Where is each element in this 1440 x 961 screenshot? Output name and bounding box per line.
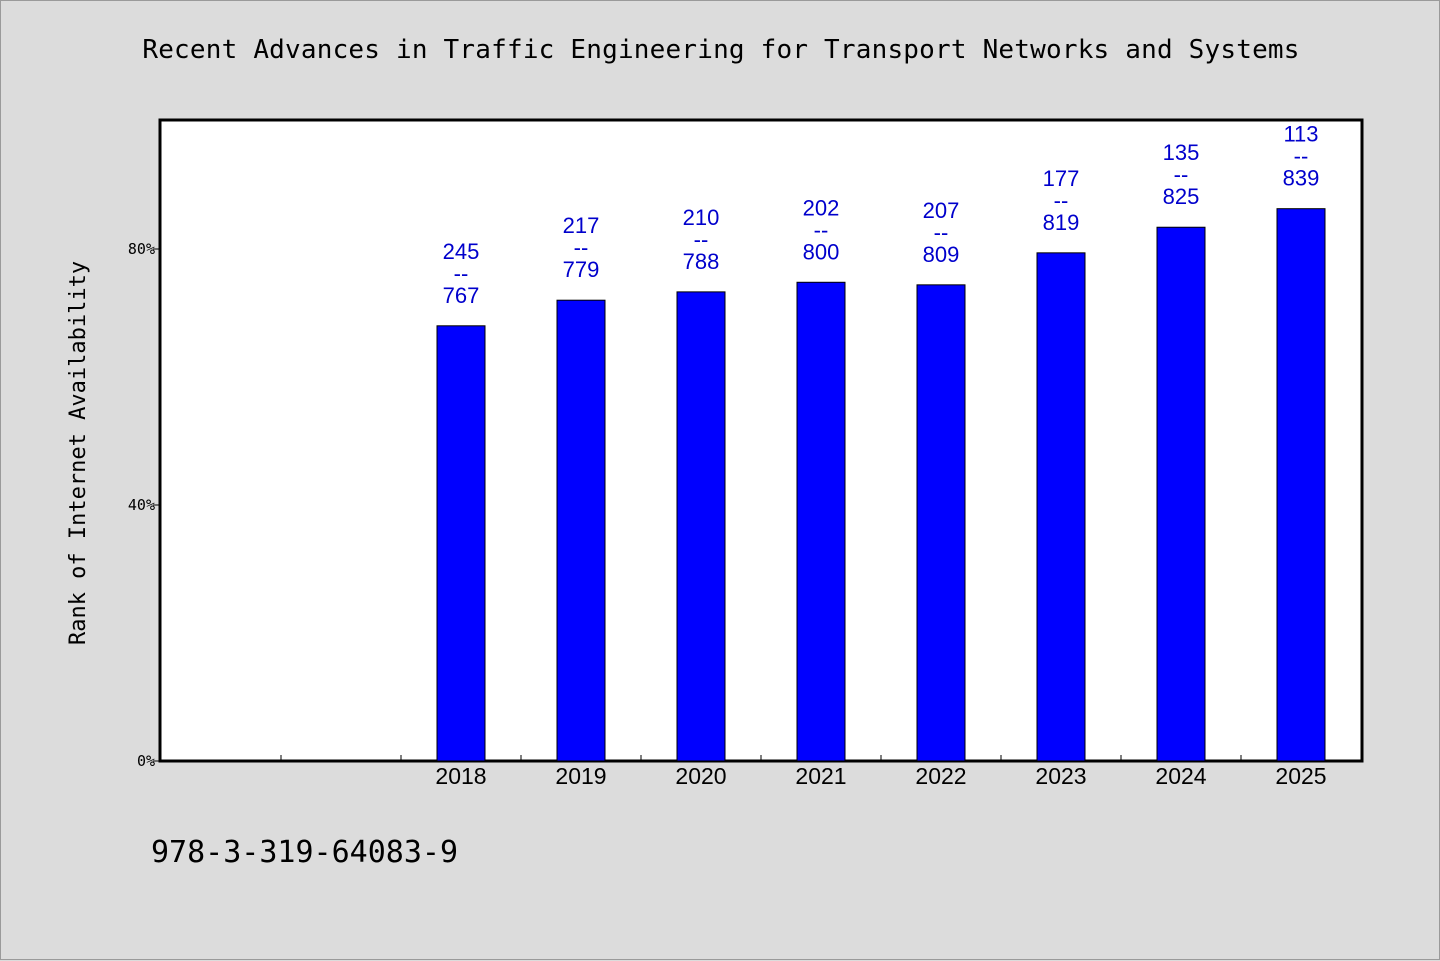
bar bbox=[1156, 226, 1206, 762]
bar bbox=[676, 291, 726, 762]
bar bbox=[1276, 208, 1326, 762]
data-label-bottom: 825 bbox=[1163, 184, 1200, 209]
data-label-top: 245 bbox=[443, 239, 480, 264]
data-label-separator: -- bbox=[814, 217, 829, 242]
chart-title: Recent Advances in Traffic Engineering f… bbox=[142, 35, 1300, 65]
data-label-top: 210 bbox=[683, 205, 720, 230]
data-label-bottom: 839 bbox=[1283, 166, 1320, 191]
x-tick-label: 2025 bbox=[1275, 763, 1326, 789]
isbn-text: 978-3-319-64083-9 bbox=[151, 835, 459, 870]
bar bbox=[556, 299, 606, 762]
data-label-top: 207 bbox=[923, 198, 960, 223]
data-label-top: 113 bbox=[1283, 122, 1318, 147]
data-label-separator: -- bbox=[1054, 188, 1069, 213]
data-label-separator: -- bbox=[934, 220, 949, 245]
data-label-separator: -- bbox=[1294, 144, 1309, 169]
data-label-top: 177 bbox=[1043, 166, 1080, 191]
y-tick-label: 80% bbox=[128, 240, 155, 258]
x-tick-label: 2022 bbox=[915, 763, 966, 789]
data-label-bottom: 788 bbox=[683, 249, 720, 274]
bar bbox=[436, 325, 486, 762]
x-tick-label: 2023 bbox=[1035, 763, 1086, 789]
y-tick-label: 0% bbox=[137, 752, 155, 770]
data-label-bottom: 809 bbox=[923, 242, 960, 267]
data-label-separator: -- bbox=[1174, 162, 1189, 187]
data-label-bottom: 819 bbox=[1043, 210, 1080, 235]
data-label-bottom: 767 bbox=[443, 283, 480, 308]
y-axis-label: Rank of Internet Availability bbox=[66, 261, 91, 645]
data-label-bottom: 800 bbox=[803, 239, 840, 264]
y-tick-label: 40% bbox=[128, 496, 155, 514]
bar bbox=[916, 284, 966, 762]
data-label-bottom: 779 bbox=[563, 257, 600, 282]
x-tick-label: 2020 bbox=[675, 763, 726, 789]
x-tick-label: 2019 bbox=[555, 763, 606, 789]
x-tick-label: 2024 bbox=[1155, 763, 1206, 789]
data-label-top: 217 bbox=[563, 213, 600, 238]
data-label-separator: -- bbox=[694, 227, 709, 252]
bar bbox=[1036, 252, 1086, 762]
data-label-top: 135 bbox=[1163, 140, 1200, 165]
bar bbox=[796, 281, 846, 762]
data-label-top: 202 bbox=[803, 195, 840, 220]
x-tick-label: 2021 bbox=[795, 763, 846, 789]
x-tick-label: 2018 bbox=[435, 763, 486, 789]
data-label-separator: -- bbox=[574, 235, 589, 260]
data-label-separator: -- bbox=[454, 261, 469, 286]
